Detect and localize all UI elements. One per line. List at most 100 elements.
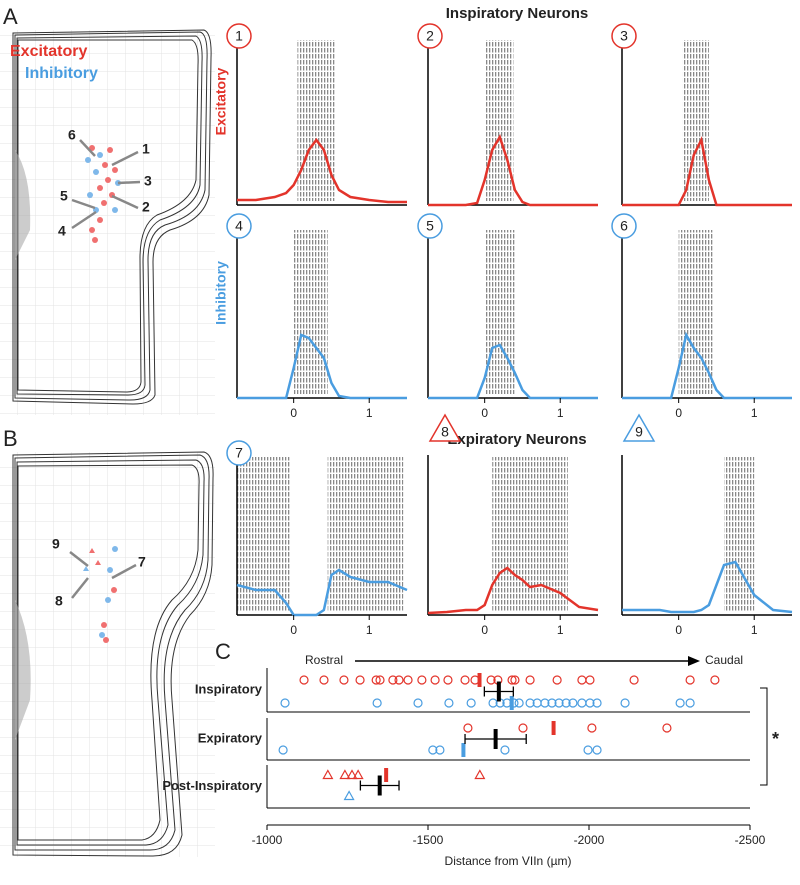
anatomy-arrows-a bbox=[71, 139, 141, 230]
arrow-head bbox=[688, 656, 700, 666]
anatomy-label: 8 bbox=[55, 593, 63, 609]
group-mean bbox=[477, 673, 482, 687]
raster-spikes bbox=[484, 230, 515, 394]
anatomy-dots-b bbox=[83, 546, 118, 643]
anatomy-b bbox=[0, 451, 215, 857]
x-tick-label: -2000 bbox=[574, 833, 605, 847]
x-tick-label: -2500 bbox=[735, 833, 766, 847]
x-tick-label: 0 bbox=[290, 406, 297, 420]
point bbox=[540, 698, 550, 708]
x-tick-label: 1 bbox=[366, 623, 373, 637]
panel-label: B bbox=[3, 426, 18, 451]
point bbox=[355, 675, 365, 685]
point bbox=[435, 745, 445, 755]
raster-spikes bbox=[327, 457, 404, 611]
significance-bracket bbox=[760, 687, 768, 786]
anatomy-label: 7 bbox=[138, 554, 146, 570]
neuron-label: 8 bbox=[441, 424, 449, 440]
overall-mean bbox=[496, 681, 501, 702]
neuron-badge bbox=[226, 23, 252, 49]
point bbox=[561, 698, 571, 708]
point bbox=[518, 723, 528, 733]
anatomy-label: 3 bbox=[144, 173, 152, 189]
category-label: Inspiratory bbox=[195, 681, 263, 696]
point bbox=[662, 723, 672, 733]
x-tick-label: 0 bbox=[481, 623, 488, 637]
point bbox=[685, 698, 695, 708]
psth-line bbox=[236, 568, 408, 617]
point bbox=[343, 790, 355, 801]
point bbox=[514, 698, 524, 708]
psth-line bbox=[427, 566, 599, 615]
point bbox=[346, 769, 358, 780]
point bbox=[629, 675, 639, 685]
point bbox=[474, 769, 486, 780]
psth-line bbox=[428, 343, 598, 400]
x-tick-label: -1500 bbox=[413, 833, 444, 847]
point bbox=[710, 675, 720, 685]
point bbox=[278, 745, 288, 755]
x-tick-label: -1000 bbox=[252, 833, 283, 847]
significance-label: * bbox=[772, 729, 779, 749]
point bbox=[620, 698, 630, 708]
point bbox=[466, 698, 476, 708]
neuron-label: 4 bbox=[235, 218, 243, 234]
point bbox=[585, 698, 595, 708]
row-label: Excitatory bbox=[213, 67, 229, 135]
point bbox=[585, 675, 595, 685]
point bbox=[592, 745, 602, 755]
psth-line bbox=[622, 560, 793, 614]
neuron-badge bbox=[428, 413, 462, 442]
point bbox=[554, 698, 564, 708]
anatomy-a bbox=[0, 29, 215, 415]
point bbox=[413, 698, 423, 708]
x-tick-label: 1 bbox=[557, 406, 564, 420]
anatomy-label: 6 bbox=[68, 127, 76, 143]
point bbox=[444, 698, 454, 708]
point bbox=[280, 698, 290, 708]
anatomy-label: 4 bbox=[58, 223, 66, 239]
psth-line bbox=[237, 137, 407, 204]
point bbox=[587, 723, 597, 733]
point bbox=[525, 675, 535, 685]
point bbox=[322, 769, 334, 780]
psth-line bbox=[237, 333, 407, 400]
point bbox=[577, 698, 587, 708]
neuron-badge bbox=[611, 213, 637, 239]
point bbox=[428, 745, 438, 755]
point bbox=[371, 675, 381, 685]
point bbox=[460, 675, 470, 685]
neuron-badge bbox=[417, 23, 443, 49]
neuron-label: 3 bbox=[620, 28, 628, 44]
category-label: Post-Inspiratory bbox=[162, 778, 262, 793]
neuron-label: 2 bbox=[426, 28, 434, 44]
point bbox=[443, 675, 453, 685]
psth-line bbox=[428, 133, 598, 207]
anatomy-label: 1 bbox=[142, 141, 150, 157]
raster-spikes bbox=[237, 457, 290, 611]
point bbox=[394, 675, 404, 685]
x-axis-label: Distance from VIIn (µm) bbox=[445, 854, 572, 868]
point bbox=[375, 675, 385, 685]
raster-spikes bbox=[297, 40, 336, 201]
point bbox=[500, 745, 510, 755]
x-tick-label: 0 bbox=[481, 406, 488, 420]
point bbox=[675, 698, 685, 708]
x-tick-label: 1 bbox=[751, 623, 758, 637]
anatomy-label: 9 bbox=[52, 536, 60, 552]
overall-mean bbox=[377, 775, 382, 796]
neuron-badge bbox=[417, 213, 443, 239]
chart-title: Expiratory Neurons bbox=[447, 431, 586, 448]
neuron-badge bbox=[611, 23, 637, 49]
point bbox=[319, 675, 329, 685]
point bbox=[388, 675, 398, 685]
point bbox=[352, 769, 364, 780]
x-tick-label: 1 bbox=[557, 623, 564, 637]
point bbox=[299, 675, 309, 685]
point bbox=[510, 675, 520, 685]
point bbox=[417, 675, 427, 685]
point bbox=[583, 745, 593, 755]
group-mean bbox=[551, 721, 556, 735]
point bbox=[339, 769, 351, 780]
